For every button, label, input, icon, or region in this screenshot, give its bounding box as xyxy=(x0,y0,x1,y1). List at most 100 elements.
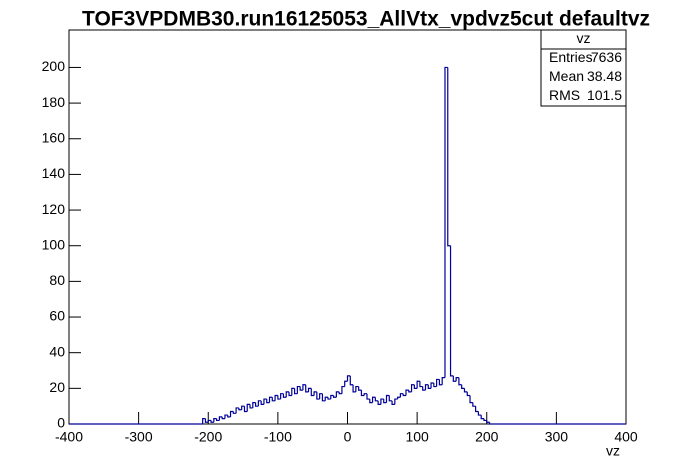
stats-value: 7636 xyxy=(591,49,622,65)
histogram-bin xyxy=(349,375,354,386)
stats-label: Entries xyxy=(549,49,593,65)
x-tick-label: -200 xyxy=(194,429,222,445)
histogram-bin xyxy=(313,391,317,396)
histogram-bin xyxy=(263,398,267,405)
histogram-bin xyxy=(352,384,356,393)
histogram-bin xyxy=(277,395,281,400)
histogram-bin xyxy=(235,407,239,414)
histogram-bin xyxy=(254,402,259,407)
histogram-bin xyxy=(363,393,367,396)
histogram-bin xyxy=(299,386,303,391)
histogram-bin xyxy=(388,395,393,402)
histogram-bin xyxy=(227,415,231,418)
histogram-bin xyxy=(246,403,251,412)
histogram-bin xyxy=(480,415,484,420)
stats-label: Mean xyxy=(549,68,584,84)
histogram-bin xyxy=(422,386,426,391)
histogram-bin xyxy=(433,382,437,388)
histogram-bin xyxy=(310,388,315,397)
histogram-bin xyxy=(238,407,242,411)
x-tick-label: -300 xyxy=(125,429,153,445)
histogram-bin xyxy=(288,391,292,397)
histogram-bin xyxy=(430,382,434,389)
histogram-bin xyxy=(280,393,284,400)
x-axis-label: vz xyxy=(606,443,620,459)
x-tick-label: 0 xyxy=(344,429,352,445)
histogram-bin xyxy=(416,380,420,389)
stats-value: 38.48 xyxy=(587,68,622,84)
histogram-bin xyxy=(307,387,312,392)
histogram-bin xyxy=(221,416,225,420)
histogram-bin xyxy=(271,397,276,402)
histogram-bin xyxy=(444,66,448,378)
histogram-bin xyxy=(285,391,290,398)
histogram-bin xyxy=(402,393,406,397)
histogram-bin xyxy=(394,398,398,405)
histogram-bin xyxy=(202,418,206,424)
histogram-bin xyxy=(358,386,362,391)
histogram-bin xyxy=(483,418,487,422)
x-tick-label: -100 xyxy=(264,429,292,445)
histogram-bin xyxy=(447,67,451,247)
histogram-bin xyxy=(216,418,220,422)
histogram-bin xyxy=(321,393,326,402)
histogram-bin xyxy=(458,377,462,386)
y-tick-label: 60 xyxy=(49,308,65,324)
y-tick-label: 140 xyxy=(42,165,66,181)
histogram-bin xyxy=(424,384,429,391)
histogram-bin xyxy=(319,393,323,400)
histogram-bin xyxy=(461,384,465,389)
histogram-bin xyxy=(305,384,309,393)
histogram-bin xyxy=(260,400,264,405)
histogram-bin xyxy=(243,406,248,413)
y-tick-label: 40 xyxy=(49,343,65,359)
histogram-bin xyxy=(408,390,412,393)
histogram-bin xyxy=(252,402,256,408)
histogram-bin xyxy=(475,406,479,413)
y-tick-label: 160 xyxy=(42,129,66,145)
chart-title: TOF3VPDMB30.run16125053_AllVtx_vpdvz5cut… xyxy=(82,8,650,31)
histogram-bin xyxy=(344,380,348,387)
histogram-bin xyxy=(441,377,445,385)
histogram-bin xyxy=(207,419,212,423)
histogram-bin xyxy=(330,394,334,400)
histogram-bin xyxy=(486,420,490,423)
y-tick-label: 20 xyxy=(49,379,65,395)
histogram-bin xyxy=(229,410,234,417)
y-tick-label: 0 xyxy=(57,415,65,431)
histogram-bin xyxy=(380,398,384,405)
histogram-bin xyxy=(266,399,270,404)
histogram-bin xyxy=(383,399,387,404)
histogram-bin xyxy=(477,411,482,416)
histogram-bin xyxy=(419,381,423,388)
histogram-bin xyxy=(332,395,337,398)
histogram-bin xyxy=(391,400,395,405)
y-tick-label: 200 xyxy=(42,58,66,74)
histogram-bin xyxy=(466,391,471,397)
histogram-bin xyxy=(338,391,342,395)
histogram-bin xyxy=(385,394,390,403)
stats-value: 101.5 xyxy=(587,87,622,103)
histogram-bin xyxy=(371,396,376,403)
histogram-bin xyxy=(218,416,223,421)
histogram-bin xyxy=(213,418,217,423)
histogram-bin xyxy=(449,245,454,377)
histogram-bin xyxy=(399,393,404,398)
histogram-bin xyxy=(316,391,320,400)
y-tick-label: 80 xyxy=(49,272,65,288)
histogram-bin xyxy=(452,375,457,382)
histogram-bin xyxy=(327,397,331,400)
histogram-bin xyxy=(291,387,295,396)
x-tick-label: -400 xyxy=(55,429,83,445)
histogram-bin xyxy=(427,384,432,389)
histogram-bin xyxy=(274,394,278,401)
stats-box xyxy=(540,29,627,107)
histogram-bin xyxy=(268,396,273,403)
histogram-bin xyxy=(488,422,493,425)
histogram-bin xyxy=(302,384,306,391)
y-tick-label: 120 xyxy=(42,201,66,217)
histogram-bin xyxy=(405,389,409,396)
histogram-bin xyxy=(282,393,287,398)
histogram-bin xyxy=(257,400,262,407)
